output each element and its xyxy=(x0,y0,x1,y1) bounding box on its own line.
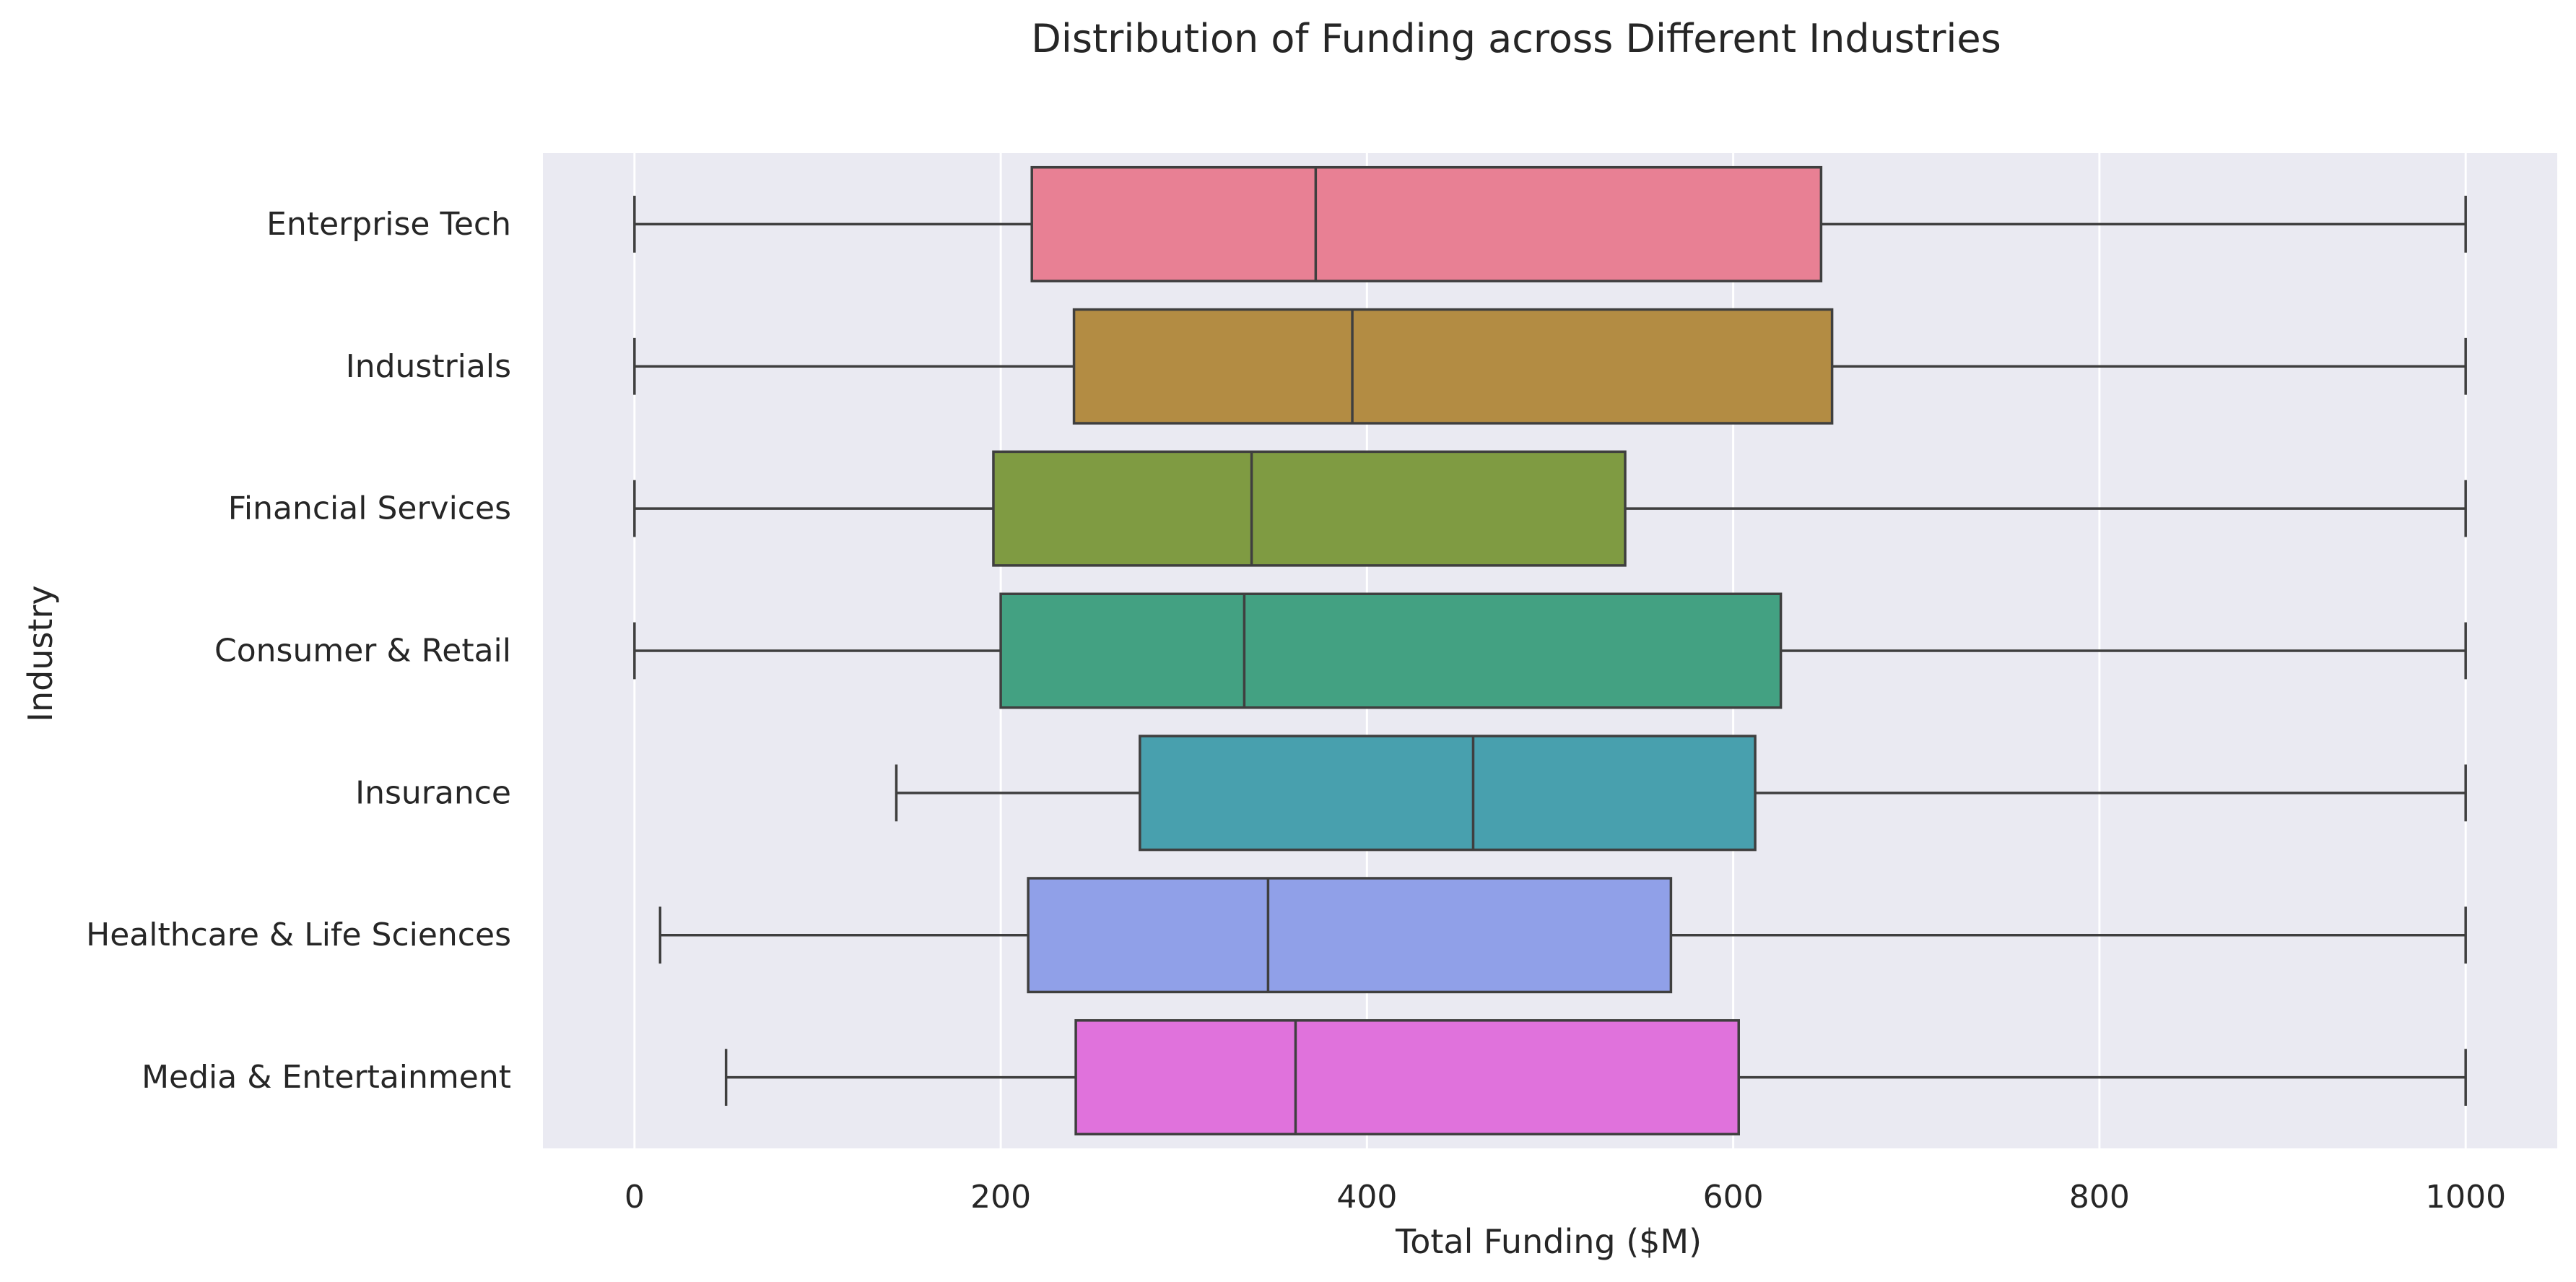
box-4 xyxy=(895,735,2467,852)
x-tick-label-400: 400 xyxy=(1336,1179,1397,1216)
y-axis-label: Industry xyxy=(21,585,60,722)
box-5 xyxy=(658,877,2467,994)
box-iqr-1 xyxy=(1072,308,1834,425)
box-0 xyxy=(633,165,2467,282)
y-axis-ticks: Enterprise Tech Industrials Financial Serv… xyxy=(86,206,511,1096)
x-tick-label-800: 800 xyxy=(2069,1179,2130,1216)
y-tick-label-3: Consumer & Retail xyxy=(214,633,511,670)
x-tick-label-0: 0 xyxy=(625,1179,645,1216)
y-tick-label-6: Media & Entertainment xyxy=(142,1059,511,1096)
box-iqr-6 xyxy=(1074,1019,1740,1136)
x-axis-label: Total Funding ($M) xyxy=(1395,1222,1702,1261)
box-3 xyxy=(633,592,2467,709)
box-iqr-0 xyxy=(1030,165,1823,282)
box-plots xyxy=(633,165,2467,1136)
box-iqr-4 xyxy=(1139,735,1757,852)
y-tick-label-1: Industrials xyxy=(346,348,511,385)
x-tick-label-600: 600 xyxy=(1703,1179,1764,1216)
x-tick-label-200: 200 xyxy=(970,1179,1031,1216)
y-tick-label-4: Insurance xyxy=(355,774,511,811)
box-2 xyxy=(633,450,2467,567)
y-tick-label-5: Healthcare & Life Sciences xyxy=(86,917,511,953)
box-iqr-5 xyxy=(1027,877,1673,994)
box-iqr-2 xyxy=(992,450,1627,567)
y-tick-label-2: Financial Services xyxy=(228,490,511,527)
y-tick-label-0: Enterprise Tech xyxy=(266,206,511,243)
x-axis-ticks: 0 200 400 600 800 1000 xyxy=(625,1179,2506,1216)
box-1 xyxy=(633,308,2467,425)
box-6 xyxy=(724,1019,2467,1136)
x-tick-label-1000: 1000 xyxy=(2425,1179,2506,1216)
chart-title: Distribution of Funding across Different… xyxy=(1031,16,2001,61)
box-iqr-3 xyxy=(999,592,1783,709)
